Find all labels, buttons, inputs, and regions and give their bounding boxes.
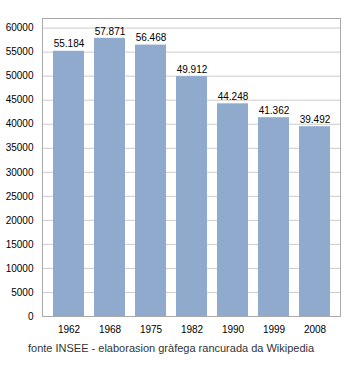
svg-text:55.184: 55.184 (54, 38, 85, 49)
svg-text:1975: 1975 (140, 324, 163, 335)
svg-text:40000: 40000 (6, 118, 34, 129)
svg-text:44.248: 44.248 (218, 91, 249, 102)
svg-text:39.492: 39.492 (300, 114, 331, 125)
svg-text:1999: 1999 (263, 324, 286, 335)
svg-text:35000: 35000 (6, 142, 34, 153)
svg-text:25000: 25000 (6, 191, 34, 202)
svg-text:20000: 20000 (6, 215, 34, 226)
svg-text:0: 0 (28, 311, 34, 322)
svg-text:1962: 1962 (58, 324, 81, 335)
svg-text:5000: 5000 (11, 287, 34, 298)
svg-text:2008: 2008 (304, 324, 327, 335)
svg-text:1968: 1968 (99, 324, 122, 335)
svg-text:55000: 55000 (6, 46, 34, 57)
svg-text:60000: 60000 (6, 22, 34, 33)
svg-text:1990: 1990 (222, 324, 245, 335)
svg-text:56.468: 56.468 (136, 32, 167, 43)
svg-text:1982: 1982 (181, 324, 204, 335)
svg-text:30000: 30000 (6, 167, 34, 178)
svg-text:41.362: 41.362 (259, 105, 290, 116)
svg-text:45000: 45000 (6, 94, 34, 105)
svg-text:57.871: 57.871 (95, 26, 126, 37)
svg-text:15000: 15000 (6, 239, 34, 250)
svg-text:49.912: 49.912 (177, 64, 208, 75)
svg-text:50000: 50000 (6, 70, 34, 81)
svg-text:10000: 10000 (6, 263, 34, 274)
html-text:fonte INSEE - elaborasion gràf: fonte INSEE - elaborasion gràfega rancur… (28, 342, 315, 354)
